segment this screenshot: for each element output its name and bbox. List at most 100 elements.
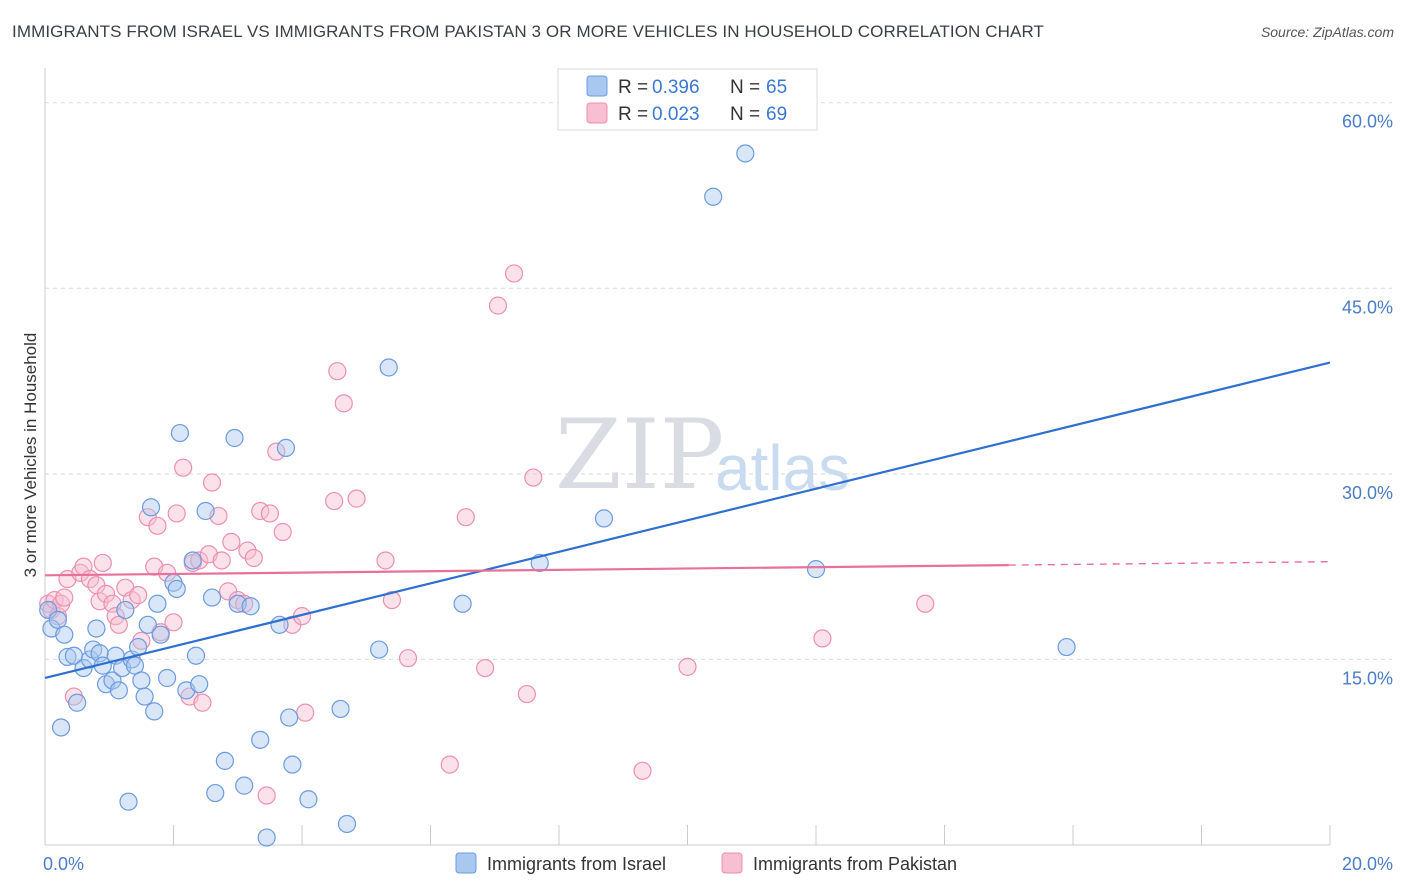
israel-points	[39, 144, 1076, 847]
bottom-legend-label-israel: Immigrants from Israel	[487, 854, 666, 874]
pakistan-point	[190, 551, 209, 570]
israel-point	[276, 438, 296, 457]
pakistan-point	[916, 594, 935, 613]
israel-point	[138, 615, 157, 634]
israel-point	[379, 358, 398, 377]
pakistan-point	[174, 458, 193, 477]
israel-trend-line	[44, 361, 1331, 680]
israel-point	[157, 668, 177, 688]
bottom-legend: Immigrants from Israel Immigrants from P…	[455, 852, 957, 874]
gridlines	[45, 102, 1392, 660]
israel-point	[206, 783, 225, 803]
israel-point	[68, 693, 87, 712]
israel-point	[1057, 637, 1076, 657]
israel-point	[196, 501, 215, 521]
y-tick-label: 45.0%	[1342, 297, 1393, 317]
legend-r-label-israel: R =	[618, 77, 648, 98]
x-axis-ticks: 0.0% 20.0%	[43, 825, 1393, 874]
pakistan-point	[212, 551, 231, 570]
israel-point	[337, 814, 357, 834]
israel-point	[151, 625, 170, 644]
israel-point	[202, 588, 222, 607]
pakistan-point	[456, 508, 475, 527]
israel-point	[109, 681, 128, 700]
pakistan-point	[398, 649, 418, 668]
pakistan-point	[167, 504, 186, 523]
israel-point	[806, 560, 826, 579]
israel-point	[87, 619, 106, 638]
pakistan-point	[93, 553, 112, 573]
legend-n-label-pakistan: N =	[730, 104, 760, 125]
pakistan-point	[222, 532, 241, 552]
legend-n-value-israel: 65	[766, 77, 787, 98]
pakistan-point	[273, 522, 292, 542]
israel-point	[190, 675, 209, 694]
legend-r-value-israel: 0.396	[652, 77, 700, 98]
pakistan-point	[257, 786, 276, 805]
israel-point	[283, 755, 302, 774]
legend-swatch-pakistan	[586, 102, 608, 124]
israel-point	[280, 708, 299, 727]
israel-point	[186, 646, 206, 665]
y-tick-label: 30.0%	[1342, 483, 1393, 503]
legend-r-value-pakistan: 0.023	[652, 104, 700, 125]
israel-point	[331, 699, 350, 719]
source-label: Source: ZipAtlas.com	[1260, 24, 1394, 40]
pakistan-point	[193, 693, 212, 712]
watermark-atlas: atlas	[715, 432, 850, 504]
bottom-legend-swatch-israel	[455, 852, 477, 874]
pakistan-point	[296, 703, 315, 722]
pakistan-point	[328, 362, 347, 381]
pakistan-point	[488, 296, 508, 315]
pakistan-point	[517, 684, 536, 704]
israel-point	[119, 792, 138, 811]
pakistan-point	[129, 586, 148, 605]
israel-point	[251, 730, 270, 749]
trend-lines	[44, 361, 1331, 680]
israel-point	[51, 718, 71, 737]
pakistan-points	[39, 264, 935, 805]
legend-n-value-pakistan: 69	[766, 104, 787, 125]
y-axis-tick-labels: 15.0% 30.0% 45.0% 60.0%	[1342, 112, 1393, 689]
israel-point	[453, 594, 472, 613]
israel-point	[299, 790, 318, 809]
pakistan-point	[96, 584, 116, 603]
legend: R = 0.396 N = 65 R = 0.023 N = 69	[557, 68, 818, 131]
pakistan-point	[376, 551, 395, 570]
x-tick-label: 0.0%	[43, 854, 84, 874]
israel-point	[103, 671, 122, 690]
pakistan-point	[148, 516, 167, 535]
bottom-legend-swatch-pakistan	[721, 852, 743, 874]
y-axis-label: 3 or more Vehicles in Household	[21, 333, 40, 578]
pakistan-point	[202, 473, 222, 492]
israel-point	[235, 776, 254, 795]
israel-point	[132, 671, 151, 690]
israel-point	[215, 751, 234, 770]
israel-point	[241, 597, 260, 616]
pakistan-point	[334, 394, 353, 413]
israel-point	[55, 625, 74, 644]
israel-point	[370, 640, 389, 659]
watermark-zip: ZIP	[555, 399, 724, 511]
pakistan-point	[813, 629, 832, 648]
chart-title: IMMIGRANTS FROM ISRAEL VS IMMIGRANTS FRO…	[12, 22, 1045, 41]
pakistan-point	[325, 491, 344, 511]
pakistan-point	[476, 658, 495, 678]
israel-point	[148, 594, 167, 613]
israel-point	[39, 600, 58, 620]
bottom-legend-label-pakistan: Immigrants from Pakistan	[753, 854, 957, 874]
israel-point	[736, 144, 755, 163]
pakistan-point	[382, 590, 402, 610]
israel-point	[183, 551, 202, 570]
israel-point	[704, 187, 723, 206]
pakistan-trend-line	[44, 564, 1009, 577]
israel-point	[225, 428, 244, 448]
israel-point	[58, 647, 77, 667]
israel-point	[167, 579, 186, 599]
israel-point	[135, 687, 154, 706]
israel-point	[170, 423, 190, 443]
israel-point	[257, 828, 276, 847]
legend-n-label-israel: N =	[730, 77, 760, 98]
israel-point	[145, 702, 164, 721]
